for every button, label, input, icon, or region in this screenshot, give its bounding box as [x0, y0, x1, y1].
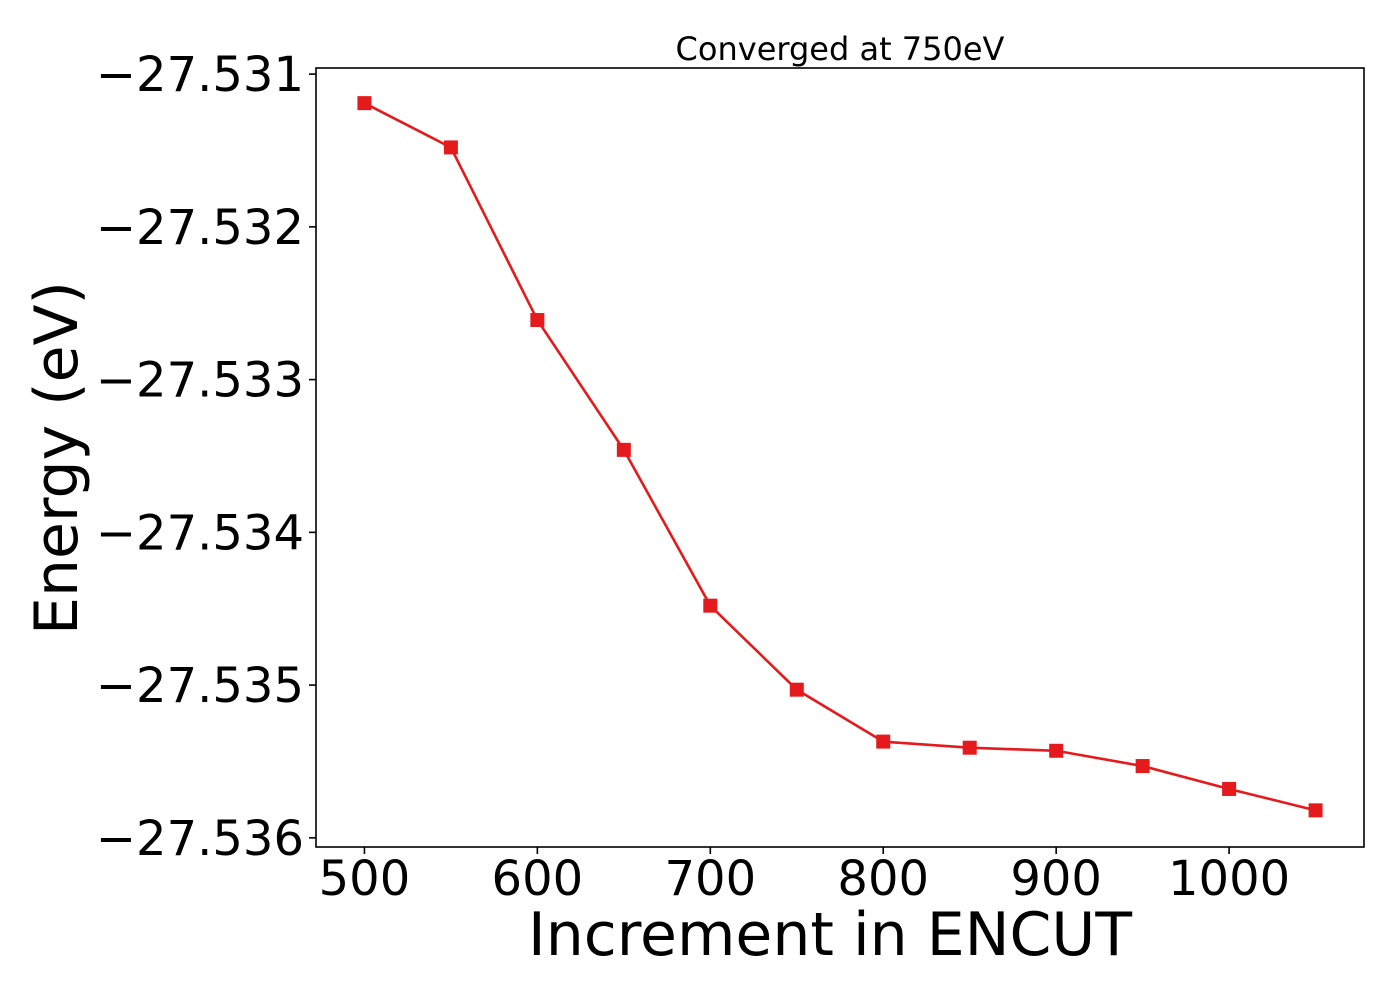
data-point-marker: [1049, 743, 1064, 758]
x-axis-ticks: 500 600 700 800 900 1000: [319, 847, 1290, 907]
y-axis-label: Energy (eV): [22, 281, 92, 635]
x-axis-label: Increment in ENCUT: [528, 900, 1132, 970]
x-tick-label: 1000: [1168, 851, 1290, 907]
data-point-marker: [789, 682, 804, 697]
data-point-marker: [962, 740, 977, 755]
y-tick-label: −27.532: [96, 200, 304, 256]
y-tick-label: −27.534: [96, 505, 304, 561]
data-point-marker: [1135, 759, 1150, 774]
data-point-marker: [876, 734, 891, 749]
y-tick-label: −27.535: [96, 658, 304, 714]
data-point-marker: [530, 313, 545, 328]
x-tick-label: 500: [319, 851, 411, 907]
data-point-marker: [443, 140, 458, 155]
x-tick-label: 600: [492, 851, 584, 907]
data-point-marker: [616, 442, 631, 457]
data-point-marker: [357, 96, 372, 111]
plot-frame: [315, 67, 1365, 848]
series-line: [363, 101, 1316, 812]
y-axis-ticks: −27.531 −27.532 −27.533 −27.534 −27.535 −27.5…: [96, 47, 316, 867]
chart-title: Converged at 750eV: [676, 30, 1005, 68]
y-tick-label: −27.531: [96, 47, 304, 103]
x-tick-label: 800: [837, 851, 929, 907]
x-tick-label: 900: [1010, 851, 1102, 907]
data-point-marker: [1308, 803, 1323, 818]
x-tick-label: 700: [664, 851, 756, 907]
series-layer: [357, 96, 1323, 818]
y-tick-label: −27.533: [96, 353, 304, 409]
data-point-marker: [703, 598, 718, 613]
y-tick-label: −27.536: [96, 811, 304, 867]
data-point-marker: [1222, 781, 1237, 796]
